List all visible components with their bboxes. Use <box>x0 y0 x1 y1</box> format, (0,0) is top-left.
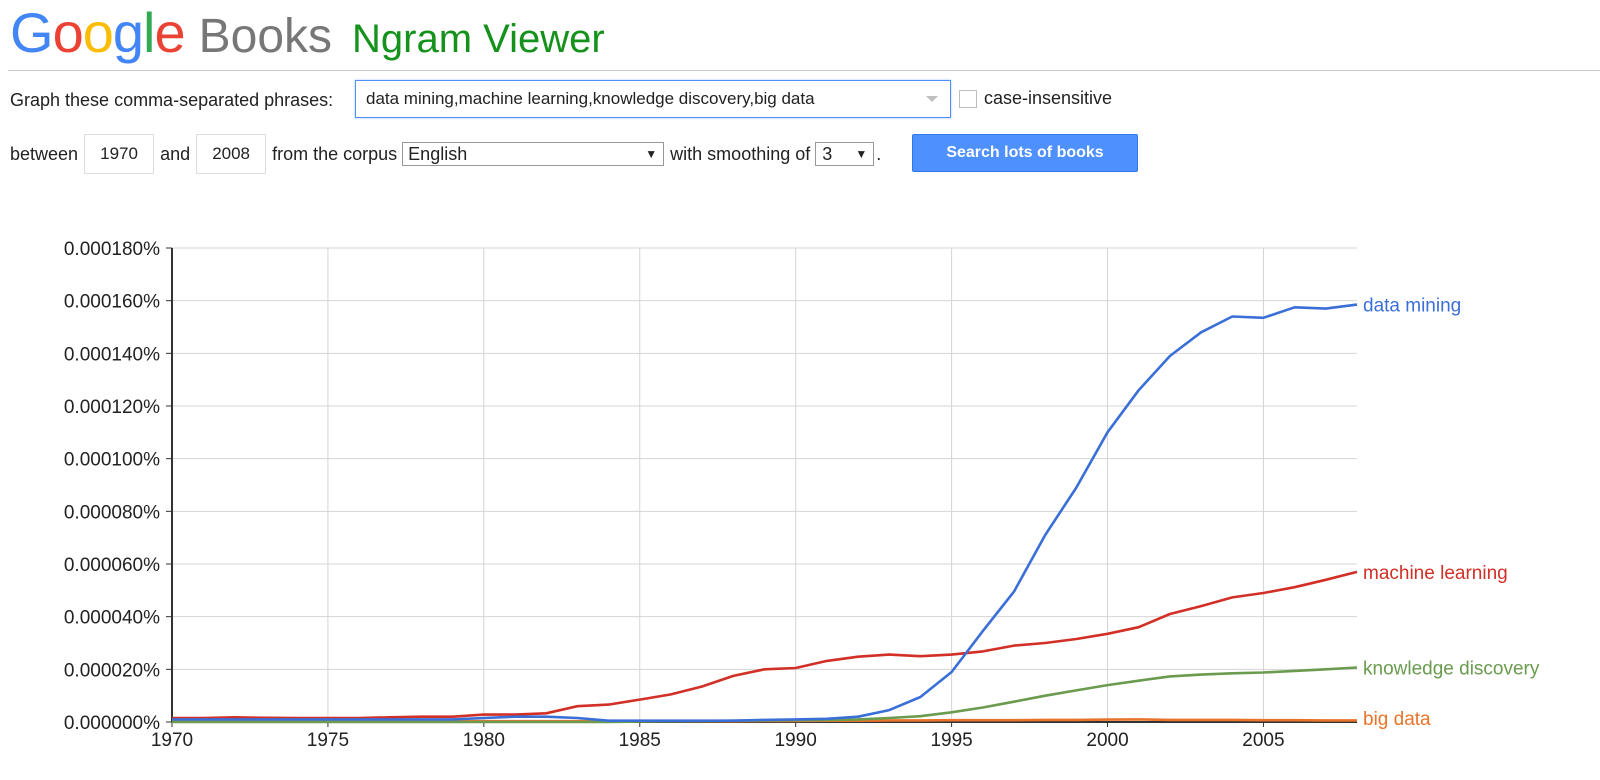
smoothing-dropdown-icon: ▼ <box>855 147 868 161</box>
year-end-input[interactable]: 2008 <box>196 134 267 174</box>
x-tick-label: 1980 <box>463 730 505 751</box>
series-label: knowledge discovery <box>1363 658 1540 679</box>
y-tick-label: 0.000000% <box>64 713 160 734</box>
google-letter: g <box>112 1 144 64</box>
series-line <box>172 570 1358 720</box>
smoothing-select-value: 3 <box>822 143 833 164</box>
graph-phrases-label: Graph these comma-separated phrases: <box>10 89 334 110</box>
y-tick-label: 0.000140% <box>64 344 160 365</box>
y-tick-label: 0.000100% <box>64 450 160 471</box>
y-tick-label: 0.000040% <box>64 608 160 629</box>
corpus-select[interactable]: English ▼ <box>402 142 665 166</box>
google-wordmark: Google <box>10 0 186 66</box>
y-tick-label: 0.000180% <box>64 239 160 260</box>
options-row: between 1970 and 2008 from the corpus En… <box>10 133 881 175</box>
case-insensitive-checkbox[interactable] <box>959 90 977 108</box>
google-letter: G <box>10 1 54 64</box>
from-corpus-label: from the corpus <box>272 143 398 164</box>
and-label: and <box>160 143 191 164</box>
year-start-value: 1970 <box>100 144 138 163</box>
phrases-row: Graph these comma-separated phrases: <box>10 80 333 120</box>
series-label: data mining <box>1363 296 1461 317</box>
phrases-input[interactable]: data mining,machine learning,knowledge d… <box>355 80 951 118</box>
phrases-dropdown-icon[interactable] <box>926 96 938 102</box>
y-tick-label: 0.000020% <box>64 660 160 681</box>
series-line <box>172 303 1358 723</box>
smoothing-label: with smoothing of <box>670 143 811 164</box>
x-tick-label: 2000 <box>1086 730 1128 751</box>
y-tick-label: 0.000060% <box>64 555 160 576</box>
ngram-viewer-title: Ngram Viewer <box>352 17 605 61</box>
period: . <box>876 143 882 164</box>
year-end-value: 2008 <box>212 144 251 163</box>
x-tick-label: 1975 <box>307 730 349 751</box>
case-insensitive-label: case-insensitive <box>984 88 1113 108</box>
series-label: big data <box>1363 709 1431 730</box>
y-tick-label: 0.000120% <box>64 397 160 418</box>
google-letter: e <box>154 1 185 64</box>
google-books-logo[interactable]: Google Books Ngram Viewer <box>10 0 605 66</box>
y-tick-label: 0.000080% <box>64 502 160 523</box>
smoothing-select[interactable]: 3 ▼ <box>815 142 875 166</box>
x-tick-label: 1995 <box>930 730 972 751</box>
books-wordmark: Books <box>198 10 333 63</box>
x-tick-label: 1970 <box>151 730 193 751</box>
google-letter: o <box>82 1 114 64</box>
phrases-input-value: data mining,machine learning,knowledge d… <box>366 89 815 108</box>
x-tick-label: 1985 <box>619 730 661 751</box>
search-button[interactable]: Search lots of books <box>912 134 1138 172</box>
google-letter: o <box>52 1 84 64</box>
corpus-dropdown-icon: ▼ <box>645 147 658 161</box>
x-tick-label: 2005 <box>1242 730 1284 751</box>
series-label: machine learning <box>1363 563 1508 584</box>
y-tick-label: 0.000160% <box>64 292 160 313</box>
between-label: between <box>10 143 79 164</box>
x-tick-label: 1990 <box>775 730 817 751</box>
corpus-select-value: English <box>408 143 468 164</box>
google-letter: l <box>143 1 155 64</box>
year-start-input[interactable]: 1970 <box>84 134 155 174</box>
series-line <box>172 666 1358 724</box>
header-divider <box>8 70 1600 71</box>
